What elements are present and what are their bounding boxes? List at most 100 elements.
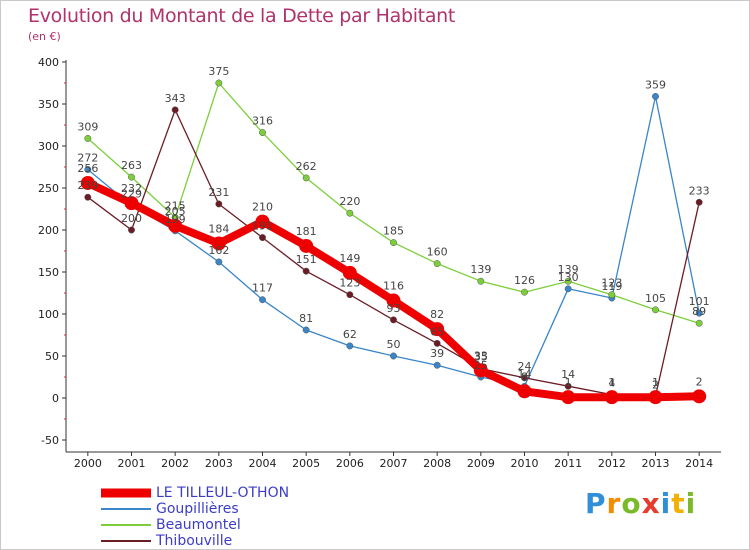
- data-label: 160: [427, 246, 448, 259]
- data-point: [652, 306, 659, 314]
- y-tick-label: -50: [41, 434, 59, 447]
- logo-letter: P: [585, 487, 607, 520]
- series-thibouville: [84, 106, 703, 400]
- data-point: [299, 238, 314, 253]
- data-label: 4: [608, 377, 615, 390]
- logo-letter: x: [641, 487, 661, 520]
- data-label: 185: [383, 225, 404, 238]
- data-point: [695, 319, 703, 327]
- x-tick-label: 2011: [554, 457, 582, 470]
- data-point: [128, 173, 135, 181]
- data-point: [80, 175, 95, 190]
- data-label: 262: [296, 160, 317, 173]
- legend-swatch: [101, 524, 151, 526]
- data-point: [215, 258, 223, 266]
- data-point: [561, 390, 576, 405]
- x-tick-label: 2001: [118, 457, 146, 470]
- data-label: 24: [518, 360, 532, 373]
- data-label: 181: [296, 225, 317, 238]
- logo-letter: t: [671, 487, 686, 520]
- proxiti-logo: Proxiti: [585, 487, 696, 520]
- data-point: [259, 296, 266, 304]
- data-label: 2: [696, 375, 703, 388]
- data-point: [473, 363, 488, 378]
- data-point: [84, 193, 92, 201]
- data-label: 229: [121, 188, 142, 201]
- data-label: 215: [165, 199, 186, 212]
- data-point: [259, 234, 266, 242]
- x-tick-label: 2004: [249, 457, 277, 470]
- data-label: 184: [208, 222, 229, 235]
- data-point: [692, 389, 707, 404]
- data-point: [564, 285, 572, 293]
- data-point: [124, 196, 139, 211]
- data-label: 210: [252, 201, 273, 214]
- y-tick-label: 100: [38, 308, 59, 321]
- data-label: 162: [208, 244, 229, 257]
- legend-label: LE TILLEUL-OTHON: [156, 485, 290, 501]
- data-point: [84, 166, 92, 173]
- logo-letter: o: [621, 487, 642, 520]
- x-tick-label: 2013: [642, 457, 670, 470]
- legend-label: Beaumontel: [156, 517, 241, 533]
- data-point: [433, 260, 441, 268]
- data-label: 50: [387, 338, 401, 351]
- data-point: [302, 267, 310, 275]
- y-tick-label: 200: [38, 224, 59, 237]
- y-tick-label: 300: [38, 140, 59, 153]
- data-label: 1: [652, 376, 659, 389]
- data-point: [302, 326, 310, 334]
- data-label: 256: [77, 162, 98, 175]
- data-point: [215, 200, 223, 208]
- data-point: [695, 198, 703, 206]
- x-tick-label: 2010: [511, 457, 539, 470]
- data-label: 126: [514, 274, 535, 287]
- data-point: [521, 288, 528, 296]
- data-label: 123: [339, 277, 360, 290]
- data-point: [346, 209, 354, 217]
- data-label: 25: [474, 359, 488, 372]
- data-label: 205: [165, 205, 186, 218]
- series-le-tilleul-othon: [80, 175, 707, 405]
- data-point: [521, 374, 528, 382]
- x-tick-label: 2008: [423, 457, 451, 470]
- data-point: [84, 134, 92, 142]
- data-label: 272: [77, 152, 98, 165]
- logo-letter: i: [660, 487, 672, 520]
- data-label: 359: [645, 78, 666, 91]
- data-label: 2: [652, 378, 659, 391]
- data-point: [255, 214, 270, 229]
- x-tick-label: 2012: [598, 457, 626, 470]
- data-point: [215, 79, 223, 87]
- data-point: [477, 277, 485, 285]
- data-point: [390, 316, 397, 324]
- data-point: [608, 291, 616, 299]
- logo-letter: r: [606, 487, 622, 520]
- data-label: 231: [208, 186, 229, 199]
- data-label: 375: [208, 65, 229, 78]
- data-label: 33: [474, 349, 488, 362]
- y-tick-label: 350: [38, 98, 59, 111]
- data-point: [433, 339, 441, 347]
- data-label: 149: [339, 252, 360, 265]
- data-label: 105: [645, 292, 666, 305]
- logo-letter: i: [685, 487, 697, 520]
- data-point: [386, 293, 401, 308]
- data-label: 116: [383, 280, 404, 293]
- data-label: 62: [343, 328, 357, 341]
- x-tick-label: 2009: [467, 457, 495, 470]
- data-point: [564, 277, 572, 285]
- data-label: 119: [601, 280, 622, 293]
- data-label: 232: [121, 182, 142, 195]
- data-point: [168, 218, 183, 233]
- data-point: [342, 265, 357, 280]
- data-point: [259, 129, 266, 137]
- data-point: [604, 390, 619, 405]
- data-point: [648, 390, 663, 405]
- data-label: 101: [689, 295, 710, 308]
- data-label: 233: [689, 184, 710, 197]
- data-label: 1: [608, 376, 615, 389]
- data-label: 1: [565, 376, 572, 389]
